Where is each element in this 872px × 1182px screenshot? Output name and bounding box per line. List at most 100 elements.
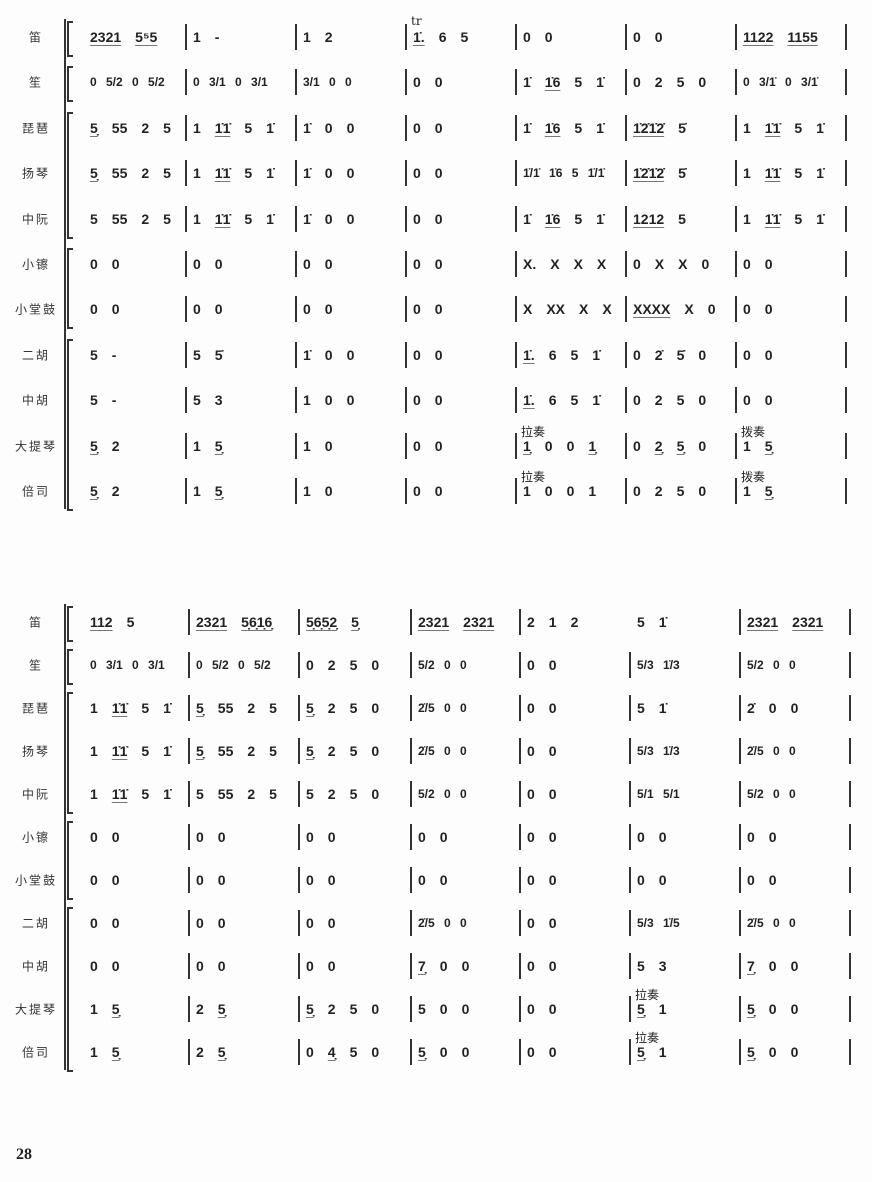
note: 5̣: [90, 437, 98, 454]
note: 1: [90, 743, 98, 759]
instrument-label: 大提琴: [14, 1002, 57, 1017]
note: 1: [548, 614, 557, 630]
bar-line: [625, 296, 627, 323]
instrument-label: 二胡: [21, 916, 50, 931]
note: 5: [163, 165, 171, 182]
measure: 1̇ 0 0: [295, 212, 354, 226]
note: 0: [527, 1044, 535, 1060]
note: 5: [193, 392, 201, 409]
bar-line: [625, 205, 627, 232]
note: 1155: [787, 29, 818, 45]
bar-line: [845, 114, 847, 141]
note: 2̣: [654, 437, 663, 454]
note: 2: [111, 483, 120, 499]
bar-line: [519, 695, 521, 721]
note: 5: [637, 700, 645, 716]
bar-line: [295, 114, 297, 141]
instrument-label: 笛: [28, 615, 43, 630]
bar-line: [849, 867, 851, 893]
bar-line: [845, 160, 847, 187]
note: 0: [439, 1001, 448, 1017]
note: 5: [349, 743, 358, 759]
note: 1̇1̇: [111, 700, 128, 716]
note: 0: [439, 829, 448, 845]
instrument-label: 笙: [28, 658, 43, 673]
note: 0: [90, 301, 98, 318]
note: 0: [768, 829, 777, 845]
note: 0: [324, 210, 333, 227]
note: 2: [141, 165, 150, 182]
measure: 1̇2̇1̇2̇ 5̇: [625, 121, 686, 135]
note: 5: [676, 392, 685, 409]
note: 1̇: [523, 210, 531, 227]
note: 1̇.: [413, 29, 425, 45]
note: 0: [790, 700, 799, 716]
note: 0: [111, 301, 120, 318]
measure: 5̣ 1 拉奏: [629, 988, 667, 1016]
note: 0: [548, 1044, 557, 1060]
note: 0: [327, 872, 336, 888]
measure: 1212 5: [625, 212, 686, 226]
bar-line: [298, 738, 300, 764]
note: 0: [654, 29, 663, 45]
note: 0: [527, 915, 535, 931]
bar-line: [298, 609, 300, 635]
note: 1̇: [592, 346, 601, 363]
measure: 5/2 0 0: [739, 659, 796, 671]
note: 5: [90, 392, 98, 409]
note: 1̇: [816, 119, 824, 136]
instrument-label: 小堂鼓: [14, 873, 57, 888]
bar-line: [739, 609, 741, 635]
note: 0: [324, 119, 333, 136]
note: 2: [327, 700, 336, 716]
note: 2321: [747, 614, 779, 630]
bar-line: [188, 996, 190, 1022]
note: 0: [544, 437, 553, 454]
note: 5̣: [217, 1001, 226, 1017]
note: 0: [346, 392, 355, 409]
note: 2: [654, 74, 663, 91]
performance-marking: 拉奏: [521, 470, 546, 484]
note: 0: [217, 915, 226, 931]
note: 1̇: [266, 210, 274, 227]
note: 0: [413, 301, 421, 318]
note: 5: [794, 165, 803, 182]
performance-marking: tr: [411, 14, 422, 28]
bar-line: [298, 781, 300, 807]
note: 0: [413, 74, 421, 91]
chord-measure-text: 0 3/1 0 3/1: [90, 658, 165, 672]
note: 1: [303, 29, 311, 45]
note: 0: [90, 256, 98, 272]
instrument-group-bracket: [67, 66, 73, 103]
note: 5̣: [764, 437, 773, 454]
note: 1̇1̇: [111, 786, 128, 802]
bar-line: [625, 432, 627, 459]
note: 5̣6̣5̣2̣: [306, 614, 338, 630]
note: 1̇: [266, 165, 274, 182]
bar-line: [739, 1039, 741, 1065]
note: 0: [90, 829, 98, 845]
bar-line: [515, 205, 517, 232]
note: 1: [303, 483, 311, 499]
note: 0: [527, 872, 535, 888]
bar-line: [515, 160, 517, 187]
measure: 5̣ 55 2 5: [188, 744, 277, 758]
measure: 2 5̣: [188, 1002, 226, 1016]
bar-line: [295, 160, 297, 187]
note: 1̇.: [523, 392, 535, 409]
note: 0: [303, 256, 311, 272]
note: 5̣: [637, 1044, 645, 1060]
note: 5: [269, 786, 277, 802]
bar-line: [405, 114, 407, 141]
bar-line: [298, 953, 300, 979]
note: 1: [588, 483, 597, 499]
note: 0: [434, 437, 443, 454]
